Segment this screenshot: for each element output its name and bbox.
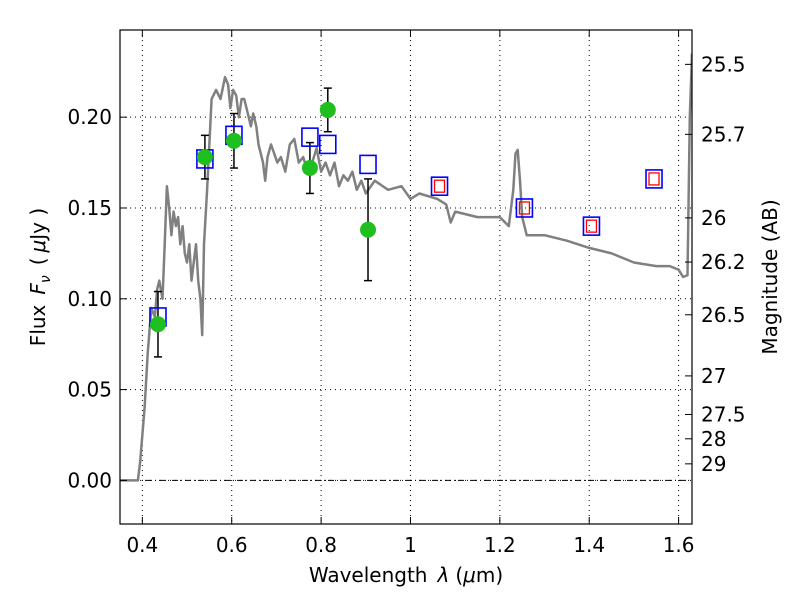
y-label-unit-rest: Jy ) — [26, 208, 50, 242]
x-label-unit-open: ( — [455, 563, 463, 587]
y-tick-label: 0.00 — [67, 468, 112, 492]
x-label-unit-rest: m) — [476, 563, 503, 587]
model-band-square — [359, 154, 377, 175]
observed-point — [196, 149, 213, 166]
y2-tick-label: 27 — [701, 364, 726, 388]
x-label-prefix: Wavelength — [309, 563, 428, 587]
predicted-band-square — [518, 201, 531, 215]
model-band-square — [645, 169, 663, 189]
y-tick-label: 0.10 — [67, 287, 112, 311]
observed-point — [301, 160, 318, 177]
y2-tick-label: 25.7 — [701, 122, 746, 146]
y2-axis-label: Magnitude (AB) — [758, 199, 782, 354]
x-tick-label: 0.8 — [305, 533, 337, 557]
x-tick-label: 1.4 — [573, 533, 605, 557]
observed-point — [149, 316, 166, 333]
y-tick-label: 0.15 — [67, 196, 112, 220]
x-tick-label: 0.6 — [216, 533, 248, 557]
model-band-square — [318, 134, 337, 155]
predicted-band-square — [433, 179, 446, 193]
x-tick-label: 1 — [404, 533, 417, 557]
observed-point — [225, 132, 242, 149]
y-tick-label: 0.05 — [67, 378, 112, 402]
predicted-band-square — [648, 172, 660, 186]
predicted-band-square — [585, 219, 598, 233]
observed-point — [360, 221, 377, 238]
x-axis-label: Wavelength λ (μm) — [309, 563, 503, 587]
x-label-symbol: λ — [436, 563, 449, 587]
model-band-square — [515, 198, 534, 218]
x-tick-label: 0.4 — [126, 533, 158, 557]
y-label-symbol: F — [26, 283, 50, 295]
x-tick-label: 1.2 — [484, 533, 516, 557]
y2-tick-label: 25.5 — [701, 52, 746, 76]
y2-tick-label: 29 — [701, 452, 726, 476]
data-layer — [120, 53, 692, 482]
x-label-unit-mu: μ — [462, 563, 476, 587]
y2-tick-label: 26.2 — [701, 250, 746, 274]
y2-tick-label: 26.5 — [701, 303, 746, 327]
y-axis-label: Flux Fν ( μJy ) — [26, 208, 54, 346]
y2-tick-label: 28 — [701, 427, 726, 451]
y-label-prefix: Flux — [26, 304, 50, 346]
y2-tick-label: 27.5 — [701, 402, 746, 426]
plot-background — [120, 30, 692, 524]
y-label-unit-open: ( — [26, 257, 50, 265]
y-label-subscript: ν — [38, 275, 54, 283]
model-sed-line — [120, 53, 692, 482]
y-tick-label: 0.20 — [67, 105, 112, 129]
plot-frame — [119, 29, 693, 525]
observed-point — [319, 101, 336, 118]
model-band-square — [582, 216, 601, 236]
y2-tick-label: 26 — [701, 206, 726, 230]
y-label-unit-mu: μ — [26, 240, 50, 254]
model-band-square — [301, 127, 319, 147]
x-tick-label: 1.6 — [663, 533, 695, 557]
axis-ticks: 0.4 0.6 0.8 1 1.2 1.4 1.6 0.00 0.05 0.10 0.15 0.20 2… — [67, 30, 746, 557]
model-band-square — [430, 176, 449, 196]
